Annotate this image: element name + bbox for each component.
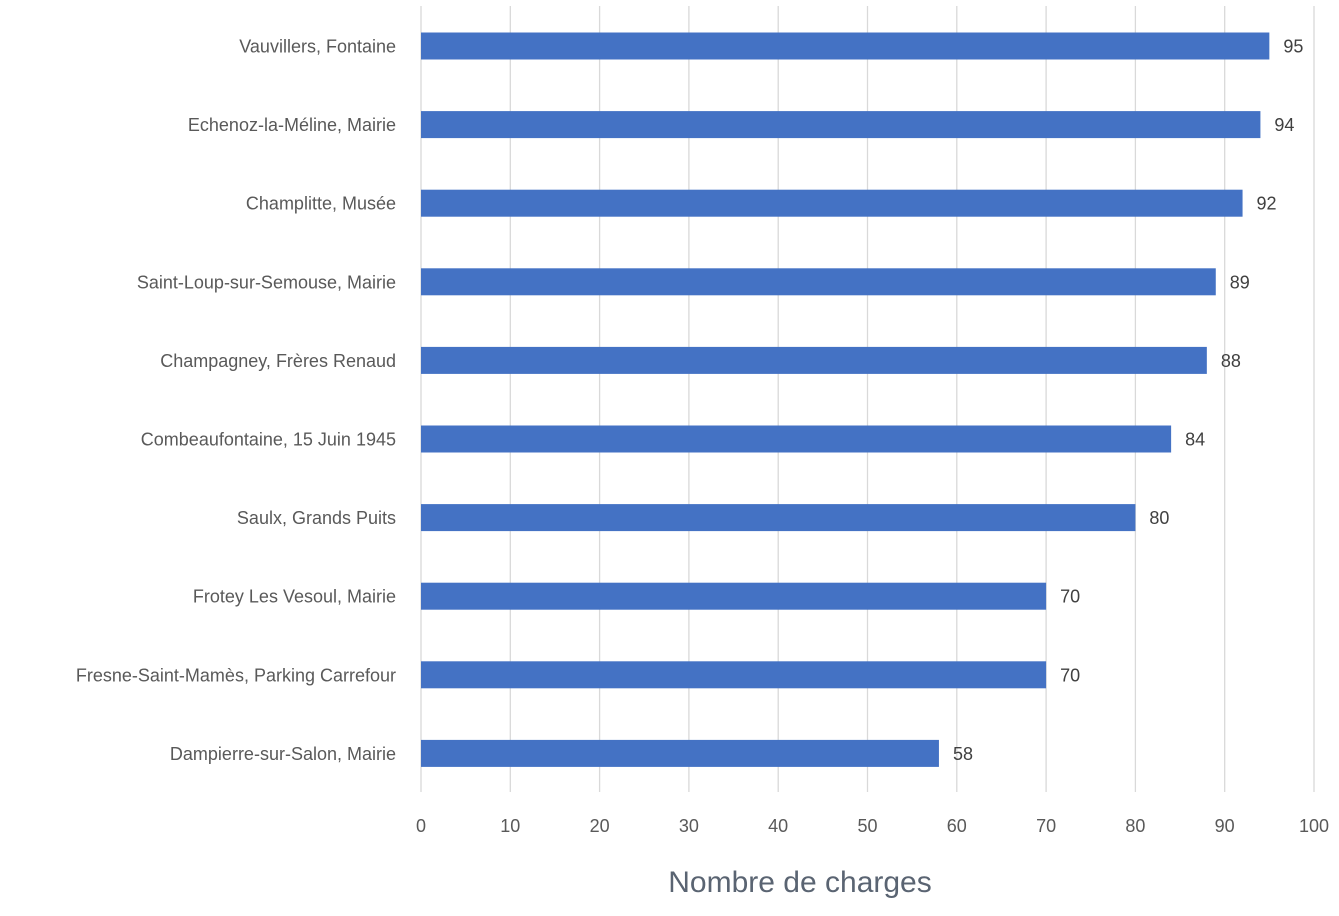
category-label: Champagney, Frères Renaud <box>160 351 396 371</box>
bar <box>421 346 1207 374</box>
data-label: 84 <box>1185 430 1205 450</box>
x-tick-label: 70 <box>1036 816 1056 836</box>
bars <box>421 32 1270 767</box>
bar <box>421 32 1270 60</box>
category-labels: Vauvillers, Fontaine Echenoz-la-Méline, M… <box>76 37 396 764</box>
x-tick-labels: 0 10 20 30 40 50 60 70 80 90 100 <box>416 816 1329 836</box>
data-label: 94 <box>1274 115 1294 135</box>
x-tick-label: 90 <box>1215 816 1235 836</box>
x-tick-label: 60 <box>947 816 967 836</box>
data-label: 70 <box>1060 665 1080 685</box>
category-label: Frotey Les Vesoul, Mairie <box>193 587 396 607</box>
category-label: Saint-Loup-sur-Semouse, Mairie <box>137 272 396 292</box>
data-label: 58 <box>953 744 973 764</box>
data-label: 95 <box>1283 37 1303 57</box>
bar <box>421 111 1261 139</box>
bar <box>421 425 1172 453</box>
x-tick-label: 40 <box>768 816 788 836</box>
x-axis-title: Nombre de charges <box>668 866 931 899</box>
category-label: Dampierre-sur-Salon, Mairie <box>170 744 396 764</box>
x-tick-label: 0 <box>416 816 426 836</box>
bar <box>421 189 1243 217</box>
bar <box>421 739 939 767</box>
category-label: Combeaufontaine, 15 Juin 1945 <box>141 430 396 450</box>
category-label: Echenoz-la-Méline, Mairie <box>188 115 396 135</box>
data-label: 92 <box>1257 194 1277 214</box>
category-label: Fresne-Saint-Mamès, Parking Carrefour <box>76 665 396 685</box>
x-tick-label: 30 <box>679 816 699 836</box>
data-label: 80 <box>1149 508 1169 528</box>
data-label: 89 <box>1230 272 1250 292</box>
x-tick-label: 50 <box>857 816 877 836</box>
x-tick-label: 80 <box>1125 816 1145 836</box>
data-label: 70 <box>1060 587 1080 607</box>
bar <box>421 582 1047 610</box>
category-label: Saulx, Grands Puits <box>237 508 396 528</box>
bar <box>421 661 1047 689</box>
bar <box>421 504 1136 532</box>
x-tick-label: 10 <box>500 816 520 836</box>
data-label: 88 <box>1221 351 1241 371</box>
bar <box>421 268 1216 296</box>
data-labels: 95 94 92 89 88 84 80 70 70 58 <box>953 37 1303 764</box>
category-label: Vauvillers, Fontaine <box>239 37 396 57</box>
x-tick-label: 100 <box>1299 816 1329 836</box>
x-tick-label: 20 <box>590 816 610 836</box>
category-label: Champlitte, Musée <box>246 194 396 214</box>
